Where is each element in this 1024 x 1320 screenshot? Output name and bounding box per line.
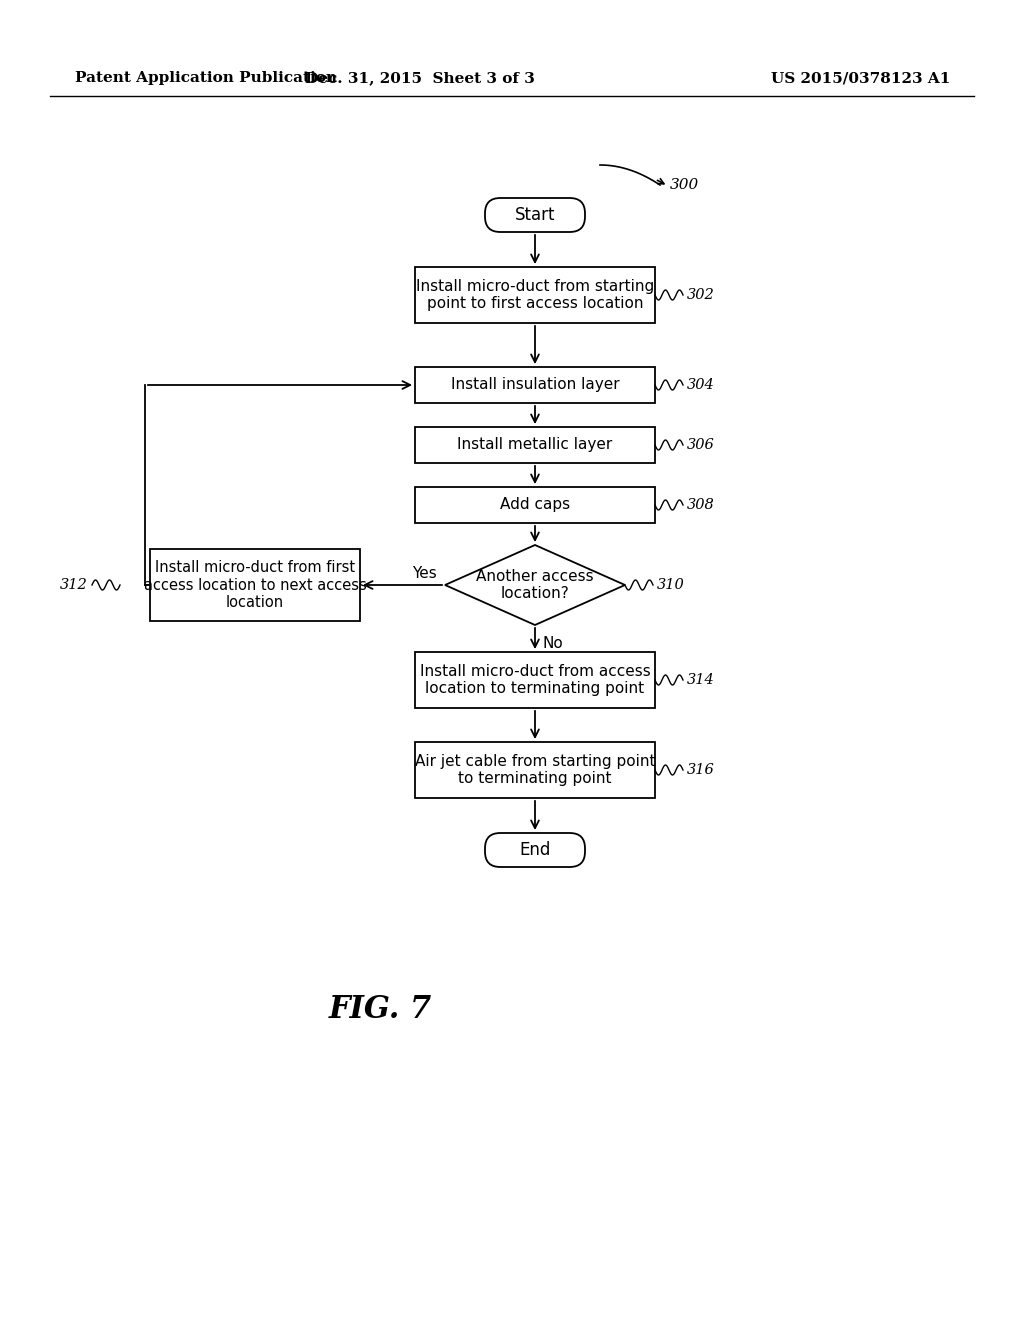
Text: 304: 304 <box>687 378 715 392</box>
Text: Start: Start <box>515 206 555 224</box>
Text: Add caps: Add caps <box>500 498 570 512</box>
Text: Install insulation layer: Install insulation layer <box>451 378 620 392</box>
Text: 312: 312 <box>60 578 88 591</box>
Text: US 2015/0378123 A1: US 2015/0378123 A1 <box>771 71 950 84</box>
Text: Install micro-duct from first
access location to next access
location: Install micro-duct from first access loc… <box>143 560 367 610</box>
FancyBboxPatch shape <box>415 742 655 799</box>
Text: Yes: Yes <box>413 565 437 581</box>
FancyBboxPatch shape <box>150 549 360 620</box>
Text: 302: 302 <box>687 288 715 302</box>
Text: Install metallic layer: Install metallic layer <box>458 437 612 453</box>
FancyBboxPatch shape <box>415 652 655 708</box>
Text: Install micro-duct from starting
point to first access location: Install micro-duct from starting point t… <box>416 279 654 312</box>
Text: FIG. 7: FIG. 7 <box>329 994 432 1026</box>
Text: 316: 316 <box>687 763 715 777</box>
Text: 314: 314 <box>687 673 715 686</box>
FancyBboxPatch shape <box>485 833 585 867</box>
FancyBboxPatch shape <box>415 367 655 403</box>
Text: End: End <box>519 841 551 859</box>
Polygon shape <box>445 545 625 624</box>
Text: Dec. 31, 2015  Sheet 3 of 3: Dec. 31, 2015 Sheet 3 of 3 <box>305 71 535 84</box>
Text: 300: 300 <box>670 178 699 191</box>
Text: 308: 308 <box>687 498 715 512</box>
FancyBboxPatch shape <box>415 487 655 523</box>
Text: Install micro-duct from access
location to terminating point: Install micro-duct from access location … <box>420 664 650 696</box>
Text: Air jet cable from starting point
to terminating point: Air jet cable from starting point to ter… <box>415 754 655 787</box>
Text: No: No <box>543 635 564 651</box>
FancyBboxPatch shape <box>485 198 585 232</box>
Text: 310: 310 <box>657 578 685 591</box>
Text: Another access
location?: Another access location? <box>476 569 594 601</box>
FancyBboxPatch shape <box>415 267 655 323</box>
Text: 306: 306 <box>687 438 715 451</box>
FancyBboxPatch shape <box>415 426 655 463</box>
Text: Patent Application Publication: Patent Application Publication <box>75 71 337 84</box>
